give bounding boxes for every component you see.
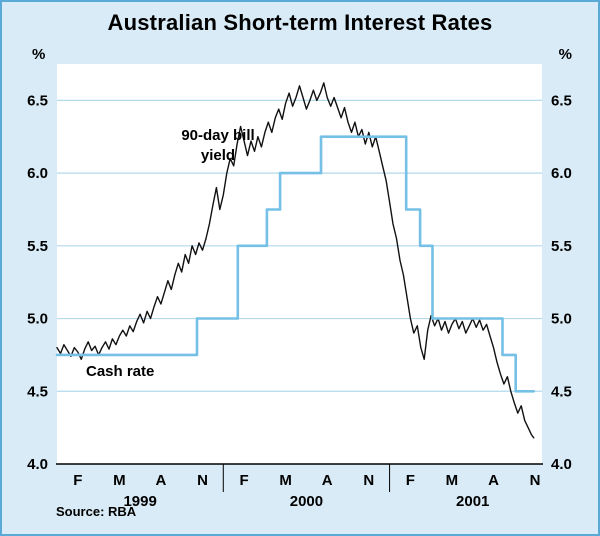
x-tick-label: F xyxy=(73,472,82,489)
y-tick-label-right: 4.5 xyxy=(551,383,572,400)
chart-title: Australian Short-term Interest Rates xyxy=(107,10,493,35)
x-tick-label: F xyxy=(406,472,415,489)
y-tick-label-left: 5.5 xyxy=(27,238,48,255)
x-tick-label: N xyxy=(363,472,374,489)
y-tick-label-left: 4.5 xyxy=(27,383,48,400)
year-label: 1999 xyxy=(123,493,156,510)
y-axis-unit-left: % xyxy=(32,46,46,63)
x-tick-label: A xyxy=(488,472,499,489)
x-tick-label: M xyxy=(113,472,126,489)
y-axis-unit-right: % xyxy=(558,46,572,63)
y-tick-label-right: 4.0 xyxy=(551,456,572,473)
x-tick-label: N xyxy=(197,472,208,489)
x-tick-label: M xyxy=(446,472,459,489)
y-tick-label-right: 5.0 xyxy=(551,311,572,328)
series-cash-rate xyxy=(55,135,535,393)
y-tick-label-left: 6.5 xyxy=(27,92,48,109)
y-tick-label-right: 6.5 xyxy=(551,92,572,109)
y-tick-label-right: 5.5 xyxy=(551,238,572,255)
x-tick-label: M xyxy=(279,472,292,489)
x-tick-label: A xyxy=(156,472,167,489)
y-tick-label-right: 6.0 xyxy=(551,165,572,182)
year-label: 2001 xyxy=(456,493,489,510)
y-tick-label-left: 4.0 xyxy=(27,456,48,473)
x-tick-label: N xyxy=(530,472,541,489)
source-note: Source: RBA xyxy=(56,504,137,519)
plot-background xyxy=(57,64,542,464)
x-tick-label: F xyxy=(239,472,248,489)
y-tick-label-left: 5.0 xyxy=(27,311,48,328)
y-tick-label-left: 6.0 xyxy=(27,165,48,182)
x-tick-label: A xyxy=(322,472,333,489)
annotation-cash-rate-label: Cash rate xyxy=(86,363,155,380)
year-label: 2000 xyxy=(290,493,323,510)
annotation-bill-yield-label: 90-day bill yield xyxy=(181,127,255,165)
